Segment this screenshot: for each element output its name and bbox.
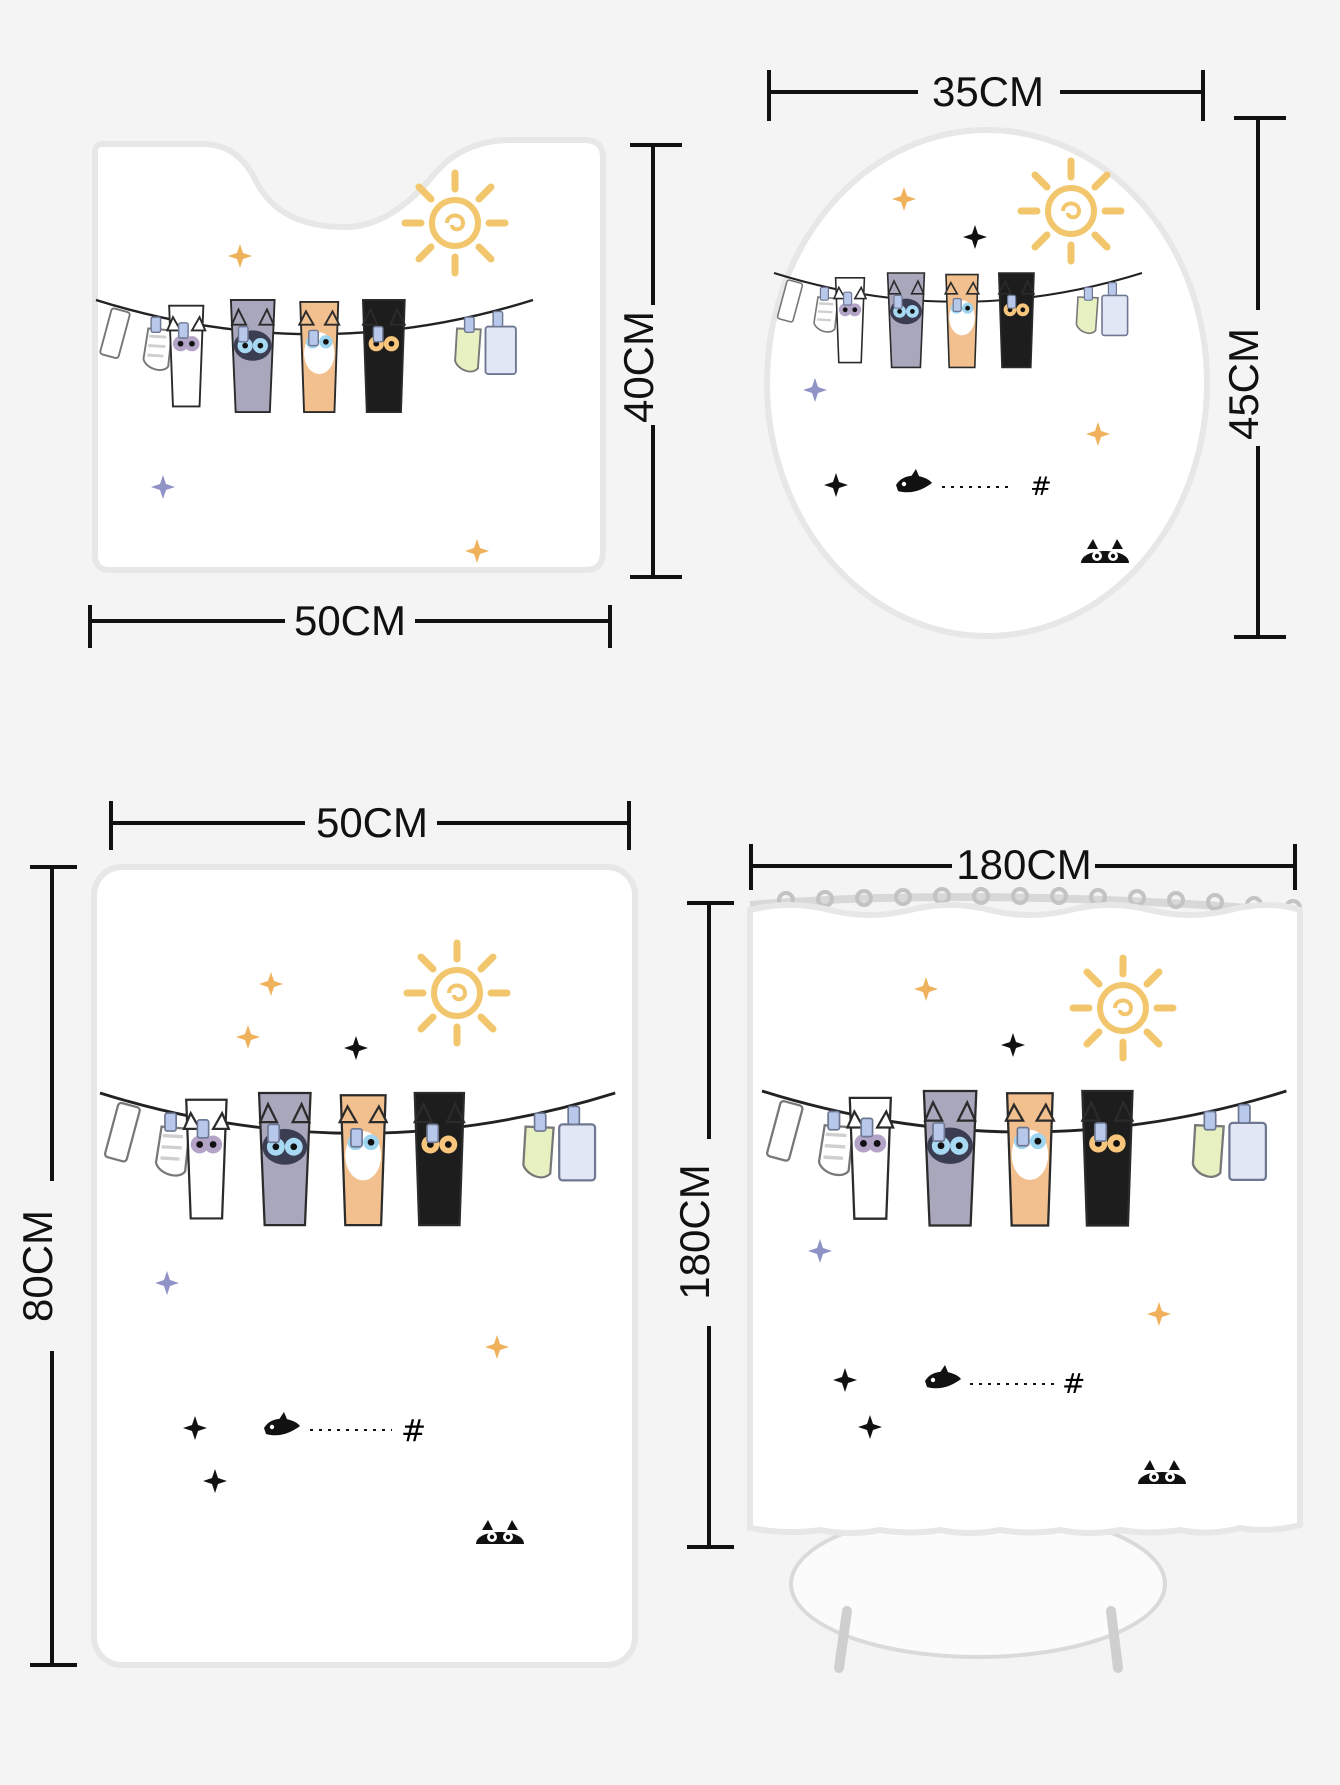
shower-curtain-dimensions: 180CM 180CM — [671, 841, 1297, 1549]
contour-mat-height-label: 40CM — [615, 311, 662, 423]
bathtub-feet — [834, 1606, 1123, 1673]
shower-curtain-height-label: 180CM — [671, 1164, 718, 1299]
shower-curtain-width-label: 180CM — [956, 841, 1091, 888]
scribble-icon: # — [1062, 1367, 1085, 1400]
lid-cover-height-label: 45CM — [1220, 328, 1267, 440]
bath-mat-width-label: 50CM — [316, 799, 428, 846]
contour-mat — [92, 137, 606, 573]
lid-cover-dimensions: 35CM 45CM — [767, 68, 1286, 639]
lid-cover: # — [764, 127, 1210, 639]
curtain-rod — [749, 892, 1303, 916]
scribble-icon: # — [401, 1414, 426, 1449]
contour-mat-dimensions: 50CM 40CM — [88, 143, 682, 648]
shower-curtain: # — [747, 887, 1303, 1673]
bath-mat-height-label: 80CM — [14, 1210, 61, 1322]
bath-mat: # — [91, 864, 638, 1668]
contour-mat-width-label: 50CM — [294, 597, 406, 644]
bath-mat-dimensions: 50CM 80CM — [14, 799, 631, 1667]
scribble-icon: # — [1030, 472, 1052, 502]
lid-cover-width-label: 35CM — [932, 68, 1044, 115]
